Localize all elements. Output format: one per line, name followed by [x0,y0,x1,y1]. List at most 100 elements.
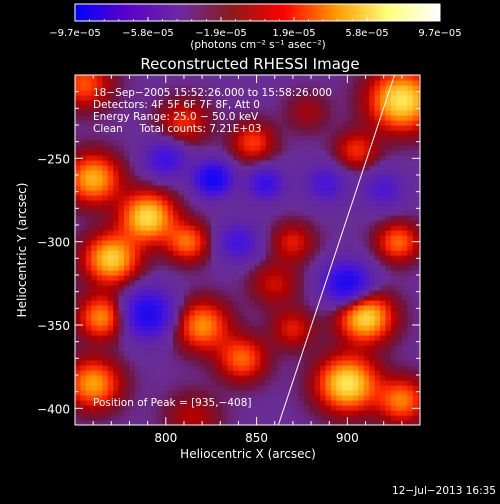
heatmap-cell [232,355,240,361]
heatmap-cell [216,105,223,111]
heatmap-cell [325,255,332,261]
heatmap-cell [156,215,163,221]
heatmap-cell [309,405,316,411]
heatmap-cell [254,85,261,91]
heatmap-cell [232,290,240,296]
heatmap-cell [401,130,408,136]
heatmap-cell [156,375,163,381]
heatmap-cell [189,125,196,131]
heatmap-cell [113,155,120,161]
heatmap-cell [380,130,387,136]
heatmap-cell [254,90,261,96]
heatmap-cell [276,300,283,306]
heatmap-cell [124,85,131,91]
heatmap-cell [85,175,92,181]
heatmap-cell [412,115,419,121]
heatmap-cell [183,260,190,266]
heatmap-cell [167,355,174,361]
heatmap-cell [418,400,420,406]
heatmap-cell [336,355,343,361]
heatmap-cell [336,190,343,196]
heatmap-cell [325,360,332,366]
heatmap-cell [205,140,212,146]
heatmap-cell [407,375,414,381]
heatmap-cell [390,300,397,306]
heatmap-cell [412,255,419,261]
heatmap-cell [145,85,152,91]
heatmap-cell [216,150,223,156]
heatmap-cell [331,305,338,311]
heatmap-cell [358,340,365,346]
heatmap-cell [173,255,180,261]
heatmap-cell [412,415,419,421]
heatmap-cell [282,220,289,226]
heatmap-cell [232,360,240,366]
heatmap-cell [107,330,114,336]
heatmap-cell [325,280,332,286]
heatmap-cell [205,95,212,101]
heatmap-cell [134,150,141,156]
heatmap-cell [282,400,289,406]
heatmap-cell [107,245,114,251]
heatmap-cell [211,210,218,216]
heatmap-cell [401,175,408,181]
heatmap-cell [374,420,381,425]
heatmap-cell [134,405,141,411]
heatmap-cell [134,200,141,206]
heatmap-cell [238,250,245,256]
heatmap-cell [238,295,245,301]
heatmap-cell [265,85,272,91]
heatmap-cell [129,170,136,176]
heatmap-cell [265,325,272,331]
heatmap-cell [271,400,278,406]
heatmap-cell [91,345,98,351]
heatmap-cell [358,345,365,351]
heatmap-cell [156,390,163,396]
heatmap-cell [298,235,305,241]
heatmap-cell [113,220,120,226]
heatmap-cell [341,365,348,371]
heatmap-cell [331,210,338,216]
heatmap-cell [336,280,343,286]
heatmap-cell [216,380,223,386]
heatmap-cell [156,320,163,326]
heatmap-cell [369,380,376,386]
heatmap-cell [260,235,267,241]
heatmap-cell [309,180,316,186]
heatmap-cell [292,325,299,331]
heatmap-cell [347,295,354,301]
heatmap-cell [380,240,387,246]
heatmap-cell [282,145,289,151]
heatmap-cell [85,315,92,321]
heatmap-cell [336,170,343,176]
heatmap-cell [336,235,343,241]
heatmap-cell [407,220,414,226]
heatmap-cell [129,315,136,321]
heatmap-cell [167,120,174,126]
heatmap-cell [129,245,136,251]
heatmap-cell [325,75,332,81]
heatmap-cell [249,145,256,151]
heatmap-cell [385,225,392,231]
heatmap-cell [254,395,261,401]
heatmap-cell [85,130,92,136]
heatmap-cell [96,110,103,116]
heatmap-cell [369,200,376,206]
heatmap-cell [91,275,98,281]
heatmap-cell [162,345,169,351]
heatmap-cell [276,260,283,266]
heatmap-cell [287,245,294,251]
heatmap-cell [113,245,120,251]
heatmap-cell [85,95,92,101]
heatmap-cell [156,90,163,96]
heatmap-cell [254,175,261,181]
heatmap-cell [85,275,92,281]
heatmap-cell [151,300,158,306]
heatmap-cell [390,120,397,126]
heatmap-cell [118,315,125,321]
heatmap-cell [183,330,190,336]
heatmap-cell [298,420,305,425]
heatmap-cell [194,410,201,416]
heatmap-cell [407,355,414,361]
heatmap-cell [407,230,414,236]
